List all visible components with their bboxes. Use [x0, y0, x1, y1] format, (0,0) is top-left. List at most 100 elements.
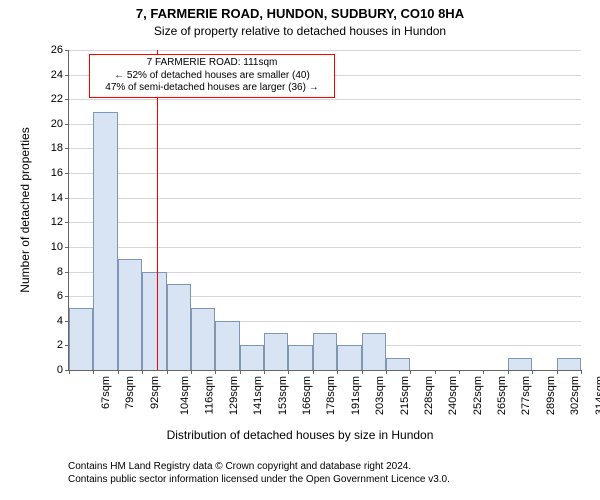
ytick-mark — [65, 124, 69, 125]
ytick-mark — [65, 173, 69, 174]
ytick-mark — [65, 198, 69, 199]
xtick-label: 79sqm — [124, 376, 136, 409]
bar — [240, 345, 264, 370]
ytick-mark — [65, 148, 69, 149]
xtick-mark — [337, 370, 338, 374]
ytick-label: 16 — [51, 167, 63, 179]
property-marker-line — [157, 50, 158, 370]
xtick-label: 252sqm — [472, 376, 484, 415]
property-callout: 7 FARMERIE ROAD: 111sqm← 52% of detached… — [89, 54, 335, 98]
xtick-label: 141sqm — [252, 376, 264, 415]
xtick-mark — [93, 370, 94, 374]
bar — [93, 112, 117, 370]
ytick-label: 20 — [51, 118, 63, 130]
ytick-label: 18 — [51, 142, 63, 154]
gridline — [69, 148, 581, 149]
footer-line-2: Contains public sector information licen… — [68, 473, 450, 486]
y-axis-label: Number of detached properties — [18, 110, 32, 310]
xtick-label: 289sqm — [545, 376, 557, 415]
xtick-label: 166sqm — [301, 376, 313, 415]
xtick-mark — [362, 370, 363, 374]
x-axis-label: Distribution of detached houses by size … — [0, 428, 600, 442]
xtick-label: 314sqm — [594, 376, 600, 415]
xtick-label: 104sqm — [179, 376, 191, 415]
xtick-mark — [240, 370, 241, 374]
xtick-mark — [191, 370, 192, 374]
gridline — [69, 198, 581, 199]
gridline — [69, 50, 581, 51]
gridline — [69, 99, 581, 100]
callout-line: ← 52% of detached houses are smaller (40… — [94, 70, 330, 83]
xtick-mark — [459, 370, 460, 374]
xtick-label: 178sqm — [326, 376, 338, 415]
xtick-mark — [313, 370, 314, 374]
gridline — [69, 173, 581, 174]
ytick-label: 6 — [57, 290, 63, 302]
xtick-mark — [167, 370, 168, 374]
xtick-label: 191sqm — [350, 376, 362, 415]
xtick-mark — [118, 370, 119, 374]
xtick-mark — [435, 370, 436, 374]
bar — [191, 308, 215, 370]
ytick-mark — [65, 50, 69, 51]
xtick-mark — [69, 370, 70, 374]
bar — [264, 333, 288, 370]
chart-subtitle: Size of property relative to detached ho… — [0, 24, 600, 38]
ytick-label: 0 — [57, 364, 63, 376]
xtick-mark — [557, 370, 558, 374]
xtick-label: 203sqm — [374, 376, 386, 415]
ytick-label: 24 — [51, 69, 63, 81]
bar — [508, 358, 532, 370]
xtick-mark — [483, 370, 484, 374]
gridline — [69, 124, 581, 125]
ytick-label: 12 — [51, 216, 63, 228]
xtick-label: 67sqm — [100, 376, 112, 409]
chart-title: 7, FARMERIE ROAD, HUNDON, SUDBURY, CO10 … — [0, 6, 600, 21]
gridline — [69, 222, 581, 223]
ytick-label: 14 — [51, 192, 63, 204]
xtick-mark — [581, 370, 582, 374]
xtick-mark — [386, 370, 387, 374]
xtick-label: 302sqm — [569, 376, 581, 415]
bar — [215, 321, 239, 370]
bar — [313, 333, 337, 370]
xtick-label: 215sqm — [399, 376, 411, 415]
ytick-mark — [65, 247, 69, 248]
xtick-mark — [532, 370, 533, 374]
bar — [288, 345, 312, 370]
xtick-label: 92sqm — [149, 376, 161, 409]
bar — [337, 345, 361, 370]
xtick-label: 240sqm — [447, 376, 459, 415]
ytick-label: 26 — [51, 44, 63, 56]
xtick-label: 129sqm — [228, 376, 240, 415]
ytick-label: 10 — [51, 241, 63, 253]
xtick-mark — [142, 370, 143, 374]
xtick-label: 277sqm — [521, 376, 533, 415]
callout-line: 7 FARMERIE ROAD: 111sqm — [94, 57, 330, 70]
xtick-label: 116sqm — [203, 376, 215, 414]
plot-area: 0246810121416182022242667sqm79sqm92sqm10… — [68, 50, 581, 371]
bar — [142, 272, 166, 370]
ytick-mark — [65, 296, 69, 297]
bar — [557, 358, 581, 370]
ytick-label: 22 — [51, 93, 63, 105]
gridline — [69, 247, 581, 248]
xtick-label: 153sqm — [277, 376, 289, 415]
xtick-label: 265sqm — [496, 376, 508, 415]
xtick-mark — [215, 370, 216, 374]
ytick-label: 4 — [57, 315, 63, 327]
xtick-mark — [288, 370, 289, 374]
ytick-label: 2 — [57, 339, 63, 351]
footer-line-1: Contains HM Land Registry data © Crown c… — [68, 460, 450, 473]
ytick-mark — [65, 272, 69, 273]
xtick-mark — [410, 370, 411, 374]
ytick-label: 8 — [57, 266, 63, 278]
xtick-mark — [264, 370, 265, 374]
bar — [362, 333, 386, 370]
xtick-label: 228sqm — [423, 376, 435, 415]
ytick-mark — [65, 75, 69, 76]
callout-line: 47% of semi-detached houses are larger (… — [94, 82, 330, 95]
bar — [386, 358, 410, 370]
bar — [69, 308, 93, 370]
xtick-mark — [508, 370, 509, 374]
